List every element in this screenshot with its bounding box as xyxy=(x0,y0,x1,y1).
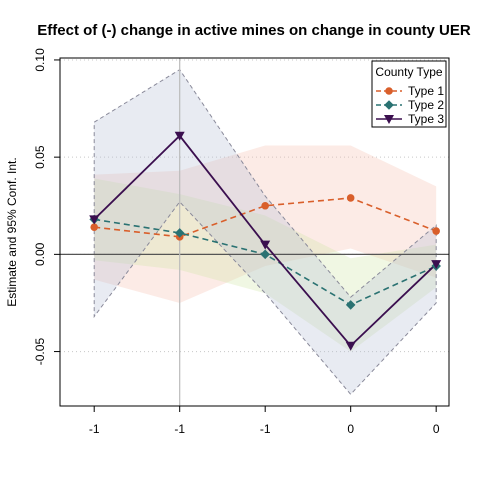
y-tick-label-3: 0.10 xyxy=(33,48,47,72)
legend-label-3: Type 3 xyxy=(408,112,444,126)
legend-box xyxy=(371,60,447,128)
data-point-type2-4 xyxy=(345,300,356,310)
legend-marker-3 xyxy=(384,115,394,124)
data-point-type3-1 xyxy=(89,215,100,225)
data-point-type3-4 xyxy=(345,341,356,351)
legend-label-1: Type 1 xyxy=(408,84,444,98)
plot-area: -1 -1 -1 0 0 -0.05 0.00 0.05 0.10 xyxy=(33,48,450,436)
data-point-type2-3 xyxy=(260,249,270,260)
data-point-type1-4 xyxy=(346,194,355,202)
y-axis-label: Estimate and 95% Conf. Int. xyxy=(5,157,19,306)
legend-title: County Type xyxy=(375,65,442,79)
x-tick-label-4: 0 xyxy=(347,422,354,436)
data-point-type1-1 xyxy=(90,223,98,231)
data-point-type2-2 xyxy=(174,228,185,238)
x-tick-label-2: -1 xyxy=(174,422,185,436)
x-tick-label-3: -1 xyxy=(260,422,271,436)
data-point-type3-2 xyxy=(174,131,185,141)
y-tick-label-1: 0.00 xyxy=(33,242,47,266)
data-point-type3-5 xyxy=(431,260,442,270)
chart-title: Effect of (-) change in active mines on … xyxy=(37,22,471,39)
data-point-type1-3 xyxy=(261,201,269,210)
legend-marker-1 xyxy=(385,87,393,95)
legend-label-2: Type 2 xyxy=(408,98,444,112)
data-point-type1-5 xyxy=(432,227,440,235)
y-tick-label-0: -0.05 xyxy=(33,338,47,366)
x-tick-label-5: 0 xyxy=(433,422,440,436)
x-tick-label-1: -1 xyxy=(89,422,100,436)
legend-marker-2 xyxy=(384,100,394,110)
series-line-1 xyxy=(94,197,437,238)
y-tick-label-2: 0.05 xyxy=(33,145,47,169)
data-point-type3-3 xyxy=(260,240,271,250)
